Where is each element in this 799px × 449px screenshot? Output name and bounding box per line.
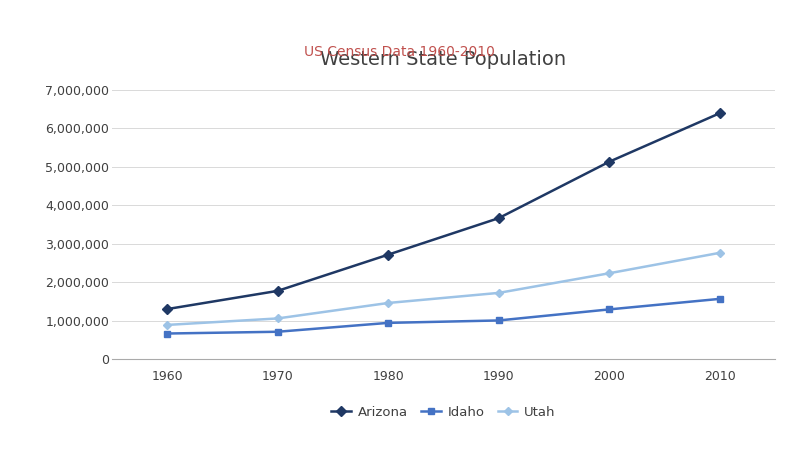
Idaho	[604, 307, 614, 312]
Arizona	[162, 306, 172, 312]
Line: Utah: Utah	[165, 250, 722, 328]
Utah	[494, 290, 503, 295]
Idaho	[162, 331, 172, 336]
Idaho	[494, 318, 503, 323]
Arizona	[715, 110, 725, 116]
Utah	[715, 250, 725, 255]
Idaho	[715, 296, 725, 302]
Arizona	[604, 159, 614, 164]
Text: US Census Data 1960-2010: US Census Data 1960-2010	[304, 44, 495, 59]
Utah	[604, 271, 614, 276]
Arizona	[384, 252, 393, 257]
Utah	[384, 300, 393, 306]
Title: Western State Population: Western State Population	[320, 50, 566, 69]
Idaho	[273, 329, 283, 335]
Line: Arizona: Arizona	[164, 110, 723, 313]
Legend: Arizona, Idaho, Utah: Arizona, Idaho, Utah	[326, 401, 561, 424]
Arizona	[273, 288, 283, 294]
Utah	[162, 322, 172, 328]
Line: Idaho: Idaho	[164, 295, 723, 337]
Arizona	[494, 216, 503, 221]
Utah	[273, 316, 283, 321]
Idaho	[384, 320, 393, 326]
